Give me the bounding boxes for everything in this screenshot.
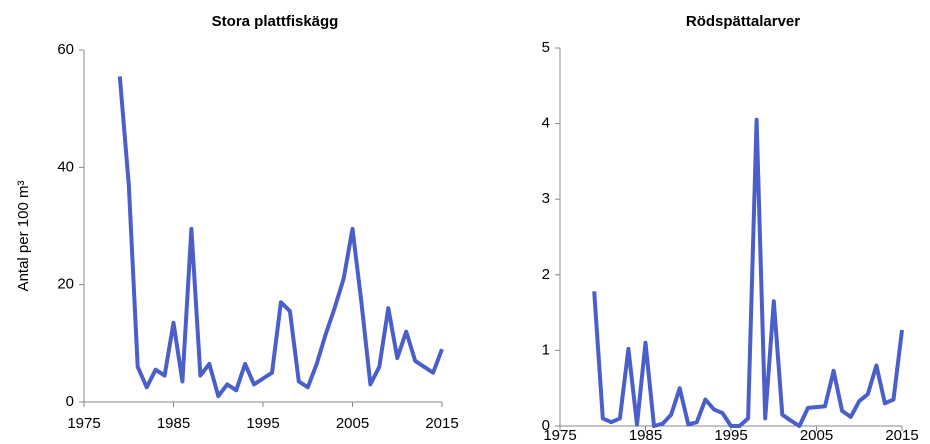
x-tick-label: 2015: [425, 415, 458, 432]
x-tick-label: 2005: [800, 427, 833, 444]
x-tick-label: 1975: [543, 427, 576, 444]
y-tick-label: 20: [57, 276, 74, 293]
y-axis-label: Antal per 100 m³: [15, 181, 32, 292]
x-tick-label: 1985: [629, 427, 662, 444]
y-tick-label: 4: [542, 115, 550, 132]
x-tick-label: 1975: [67, 415, 100, 432]
y-tick-label: 5: [542, 39, 550, 56]
y-tick-label: 1: [542, 341, 550, 358]
x-tick-label: 2015: [885, 427, 918, 444]
y-tick-label: 3: [542, 190, 550, 207]
y-tick-label: 60: [57, 41, 74, 58]
y-tick-label: 2: [542, 266, 550, 283]
x-tick-label: 2005: [336, 415, 369, 432]
y-tick-label: 40: [57, 158, 74, 175]
data-line: [592, 117, 904, 428]
data-line: [117, 76, 444, 399]
x-tick-label: 1995: [714, 427, 747, 444]
chart-title: Rödspättalarver: [686, 13, 800, 30]
y-tick-label: 0: [66, 393, 74, 410]
chart-title: Stora plattfiskägg: [212, 13, 339, 30]
x-tick-label: 1995: [246, 415, 279, 432]
x-tick-label: 1985: [157, 415, 190, 432]
y-tick-label: 0: [542, 417, 550, 434]
